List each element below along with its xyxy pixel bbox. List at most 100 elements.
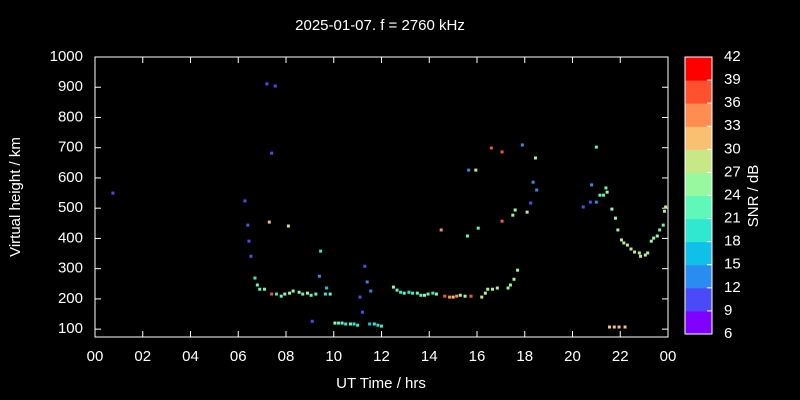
x-tick-label: 08	[278, 348, 295, 365]
x-tick-label: 10	[325, 348, 342, 365]
point	[415, 291, 419, 295]
colorbar-swatch	[685, 264, 712, 289]
point	[247, 239, 251, 243]
point	[434, 292, 438, 296]
point	[613, 216, 617, 220]
point	[633, 250, 637, 254]
point	[525, 210, 529, 214]
chart-title: 2025-01-07. f = 2760 kHz	[295, 17, 465, 34]
point	[602, 193, 606, 197]
point	[439, 228, 443, 232]
colorbar-swatch	[685, 241, 712, 266]
point	[270, 151, 274, 155]
y-tick-label: 700	[58, 139, 83, 156]
colorbar-tick-label: 6	[724, 325, 732, 342]
point	[255, 283, 259, 287]
point	[476, 226, 480, 230]
point	[279, 294, 283, 298]
point	[376, 323, 380, 327]
y-tick-label: 900	[58, 78, 83, 95]
x-tick-label: 12	[373, 348, 390, 365]
colorbar-tick-label: 36	[724, 94, 741, 111]
point	[458, 293, 462, 297]
point	[310, 319, 314, 323]
point	[465, 234, 469, 238]
point	[314, 292, 318, 296]
point	[344, 322, 348, 326]
point	[273, 84, 277, 88]
point	[500, 150, 504, 154]
point	[495, 286, 499, 290]
colorbar-tick-label: 27	[724, 163, 741, 180]
point	[286, 224, 290, 228]
point	[443, 294, 447, 298]
point	[652, 236, 656, 240]
x-tick-label: 22	[612, 348, 629, 365]
point	[594, 145, 598, 149]
point	[422, 293, 426, 297]
point	[333, 321, 337, 325]
colorbar-tick-label: 18	[724, 233, 741, 250]
point	[658, 228, 662, 232]
point	[506, 286, 510, 290]
point	[407, 290, 411, 294]
point	[467, 168, 471, 172]
colorbar-swatch	[685, 80, 712, 104]
point	[480, 295, 484, 299]
y-tick-label: 800	[58, 108, 83, 125]
point	[616, 228, 620, 232]
point	[301, 292, 305, 296]
colorbar-swatch	[685, 57, 712, 81]
point	[451, 295, 455, 299]
colorbar-tick-label: 33	[724, 117, 741, 134]
point	[297, 290, 301, 294]
point	[512, 277, 516, 281]
point	[516, 268, 520, 272]
x-tick-label: 06	[230, 348, 247, 365]
point	[352, 322, 356, 326]
colorbar-swatch	[685, 287, 712, 312]
point	[486, 287, 490, 291]
point	[243, 199, 247, 203]
x-axis-label: UT Time / hrs	[336, 375, 426, 392]
point	[402, 291, 406, 295]
colorbar-swatch	[685, 218, 712, 243]
point	[395, 288, 399, 292]
colorbar-label: SNR / dB	[745, 165, 762, 228]
point	[365, 280, 369, 284]
point	[500, 219, 504, 223]
point	[319, 249, 323, 253]
point	[323, 292, 327, 296]
y-tick-label: 600	[58, 169, 83, 186]
point	[455, 294, 459, 298]
point	[399, 290, 403, 294]
point	[619, 238, 623, 242]
point	[340, 321, 344, 325]
point	[337, 321, 341, 325]
point	[590, 183, 594, 187]
point	[623, 325, 627, 329]
colorbar-swatch	[685, 126, 712, 150]
point	[463, 294, 467, 298]
x-tick-label: 18	[516, 348, 533, 365]
point	[655, 234, 659, 238]
x-tick-label: 20	[564, 348, 581, 365]
colorbar-swatch	[685, 310, 712, 335]
point	[369, 289, 373, 293]
point	[253, 276, 257, 280]
point	[368, 322, 372, 326]
point	[662, 209, 666, 213]
point	[328, 292, 332, 296]
point	[489, 146, 493, 150]
point	[391, 285, 395, 289]
point	[469, 294, 473, 298]
x-tick-label: 02	[134, 348, 151, 365]
colorbar-tick-label: 12	[724, 279, 741, 296]
point	[474, 168, 478, 172]
point	[249, 254, 253, 258]
point	[604, 186, 608, 190]
point	[317, 274, 321, 278]
y-tick-label: 100	[58, 320, 83, 337]
y-tick-label: 300	[58, 260, 83, 277]
